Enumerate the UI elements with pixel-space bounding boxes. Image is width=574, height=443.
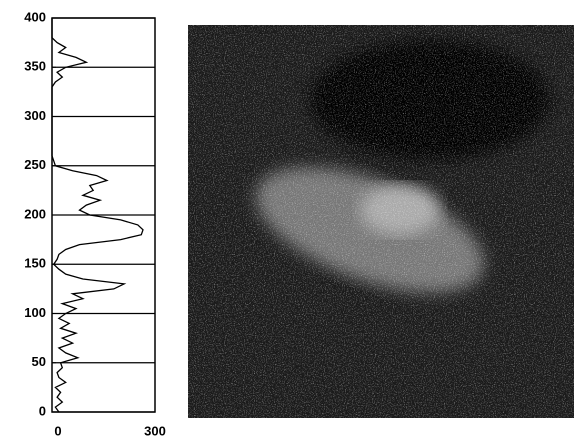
- y-tick-label: 200: [24, 206, 46, 221]
- x-tick-label: 0: [54, 423, 61, 438]
- y-tick-label: 350: [24, 59, 46, 74]
- y-tick-label: 50: [32, 354, 46, 369]
- profile-line: [51, 18, 144, 413]
- image-panel: [188, 25, 574, 418]
- y-tick-label: 150: [24, 256, 46, 271]
- y-tick-label: 100: [24, 305, 46, 320]
- y-tick-label: 400: [24, 9, 46, 24]
- x-tick-label: 300: [144, 423, 166, 438]
- y-tick-label: 300: [24, 108, 46, 123]
- y-tick-label: 0: [39, 403, 46, 418]
- y-tick-label: 250: [24, 157, 46, 172]
